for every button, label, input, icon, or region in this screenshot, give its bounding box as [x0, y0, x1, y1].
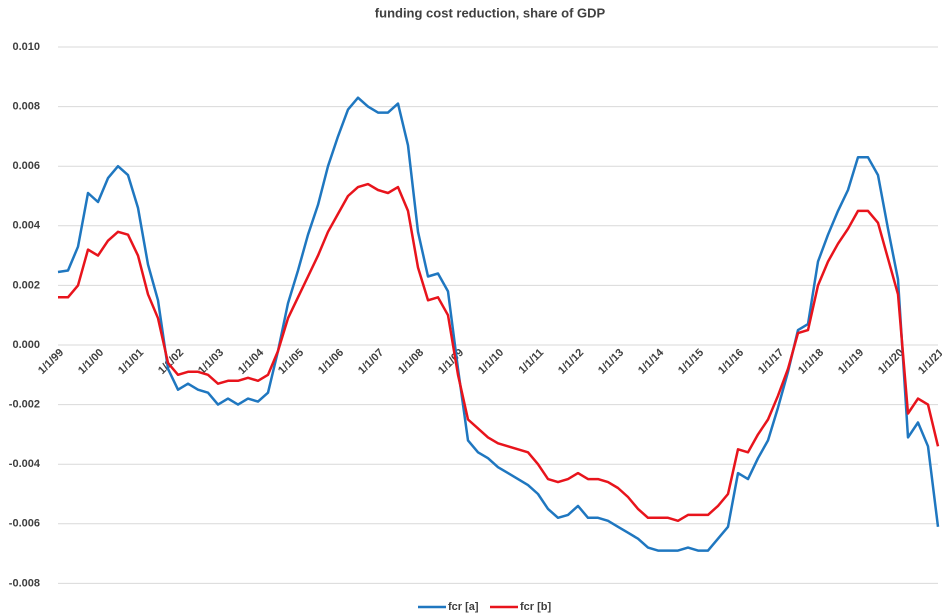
y-tick-label: 0.000: [12, 339, 40, 351]
x-tick-label: 1/1/06: [316, 347, 346, 377]
y-tick-label: 0.008: [12, 101, 40, 113]
x-tick-label: 1/1/12: [556, 347, 586, 377]
x-tick-label: 1/1/11: [516, 347, 546, 377]
x-tick-label: 1/1/17: [756, 347, 786, 377]
y-tick-label: 0.004: [12, 220, 40, 232]
legend-label: fcr [a]: [448, 601, 479, 613]
x-tick-label: 1/1/10: [476, 347, 506, 377]
x-tick-label: 1/1/19: [836, 347, 866, 377]
series-line: [58, 182, 940, 523]
x-tick-label: 1/1/02: [156, 347, 186, 377]
x-tick-label: 1/1/18: [796, 347, 826, 377]
y-tick-label: 0.010: [12, 41, 40, 53]
y-tick-label: -0.006: [9, 518, 40, 530]
x-tick-label: 1/1/16: [716, 347, 746, 377]
legend-label: fcr [b]: [520, 601, 552, 613]
x-tick-label: 1/1/08: [396, 347, 426, 377]
x-tick-label: 1/1/05: [276, 347, 306, 377]
x-tick-label: 1/1/15: [676, 347, 706, 377]
series-line: [57, 96, 940, 552]
x-tick-label: 1/1/14: [636, 346, 667, 377]
chart-title: funding cost reduction, share of GDP: [375, 5, 606, 20]
x-tick-label: 1/1/00: [76, 347, 106, 377]
x-tick-label: 1/1/07: [356, 347, 386, 377]
x-tick-label: 1/1/13: [596, 347, 626, 377]
x-tick-label: 1/1/09: [436, 347, 466, 377]
x-tick-label: 1/1/99: [36, 347, 66, 377]
y-tick-label: -0.004: [9, 458, 41, 470]
y-tick-label: 0.002: [12, 279, 40, 291]
x-tick-label: 1/1/04: [236, 346, 267, 377]
y-tick-label: -0.008: [9, 577, 40, 589]
x-tick-label: 1/1/01: [116, 347, 146, 377]
y-tick-label: -0.002: [9, 399, 40, 411]
y-tick-label: 0.006: [12, 160, 40, 172]
x-tick-label: 1/1/21: [916, 347, 942, 377]
